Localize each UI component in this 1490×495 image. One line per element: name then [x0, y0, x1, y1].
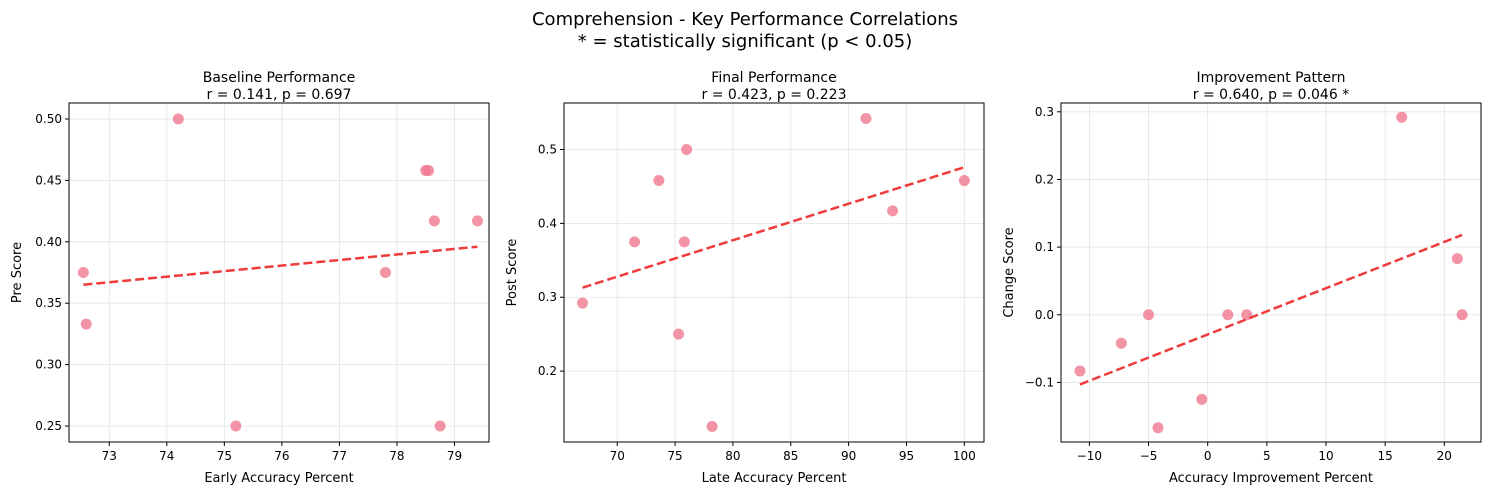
data-point: [379, 267, 391, 278]
y-tick-label: 0.40: [35, 235, 62, 249]
x-tick-label: 70: [610, 449, 625, 463]
x-tick-label: 85: [783, 449, 798, 463]
x-tick-label: 20: [1437, 449, 1452, 463]
data-point: [681, 144, 693, 156]
x-axis-label: Accuracy Improvement Percent: [1169, 471, 1373, 486]
x-tick-label: 95: [899, 449, 914, 463]
x-tick-label: 76: [274, 449, 289, 463]
data-point: [230, 420, 242, 432]
x-tick-label: 73: [102, 449, 117, 463]
y-axis-label: Change Score: [1002, 227, 1017, 317]
y-tick-label: 0.4: [538, 216, 557, 230]
panel-title: Baseline Performance: [203, 70, 356, 86]
x-tick-label: 78: [389, 449, 404, 463]
trend-line: [83, 245, 478, 287]
data-point: [653, 175, 665, 187]
y-tick-label: 0.3: [538, 290, 557, 304]
figure-title: Comprehension - Key Performance Correlat…: [532, 9, 958, 30]
panel-title: Final Performance: [711, 70, 836, 86]
x-tick-label: −5: [1140, 449, 1158, 463]
y-tick-label: 0.35: [35, 296, 62, 310]
data-point: [1396, 111, 1408, 123]
data-point: [434, 420, 446, 432]
data-point: [1451, 253, 1463, 265]
x-tick-label: 80: [725, 449, 740, 463]
data-point: [958, 175, 970, 187]
panels: 73 74 75 76 77 78 790.250.300.350.400.450.50Ba…: [10, 70, 1482, 486]
panel-stats: r = 0.141, p = 0.697: [207, 87, 352, 103]
y-axis-label: Pre Score: [10, 242, 25, 303]
data-point: [706, 420, 718, 432]
data-point: [887, 205, 899, 217]
data-point: [577, 297, 589, 309]
data-point: [172, 113, 184, 125]
y-tick-label: 0.45: [35, 173, 62, 187]
trend-line: [1079, 233, 1463, 386]
data-point: [1222, 309, 1234, 321]
x-tick-label: 74: [159, 449, 174, 463]
y-tick-label: 0.2: [538, 364, 557, 378]
x-tick-label: −10: [1077, 449, 1102, 463]
data-point: [1196, 393, 1208, 405]
y-axis-label: Post Score: [505, 239, 520, 307]
panel-stats: r = 0.423, p = 0.223: [702, 87, 847, 103]
x-tick-label: 5: [1263, 449, 1271, 463]
x-tick-label: 77: [332, 449, 347, 463]
x-tick-label: 75: [217, 449, 232, 463]
data-point: [673, 328, 685, 340]
data-point: [678, 236, 690, 248]
trend-line: [582, 166, 965, 289]
x-tick-label: 79: [447, 449, 462, 463]
y-tick-label: 0.0: [1035, 308, 1054, 322]
x-axis-label: Late Accuracy Percent: [702, 471, 847, 486]
x-tick-label: 15: [1378, 449, 1393, 463]
y-tick-label: 0.5: [538, 143, 557, 157]
data-point: [1143, 309, 1155, 321]
x-tick-label: 90: [841, 449, 856, 463]
data-point: [1074, 365, 1086, 377]
x-tick-label: 10: [1318, 449, 1333, 463]
x-tick-label: 75: [667, 449, 682, 463]
chart-panel-3: −10 −5 0 5 10 15 20 −0.1 0.0 0.1 0.2 0.3 Improvement…: [1002, 70, 1482, 486]
panel-title: Improvement Pattern: [1197, 70, 1346, 86]
y-tick-label: 0.1: [1035, 240, 1054, 254]
y-tick-label: 0.25: [35, 419, 62, 433]
y-tick-label: 0.50: [35, 112, 62, 126]
figure-subtitle: * = statistically significant (p < 0.05): [578, 31, 913, 52]
data-point: [860, 113, 872, 125]
data-point: [428, 215, 440, 227]
y-tick-label: 0.2: [1035, 172, 1054, 186]
panel-stats: r = 0.640, p = 0.046 *: [1193, 87, 1349, 103]
y-tick-label: 0.30: [35, 358, 62, 372]
x-tick-label: 100: [953, 449, 976, 463]
y-tick-label: −0.1: [1025, 375, 1054, 389]
data-point: [423, 165, 435, 177]
data-point: [1152, 422, 1164, 434]
x-axis-label: Early Accuracy Percent: [204, 471, 353, 486]
chart-panel-2: 70 75 80 85 90 95 100 0.2 0.3 0.4 0.5 Final Perform…: [505, 70, 985, 486]
data-point: [471, 215, 483, 227]
axes-frame: [563, 102, 985, 443]
data-point: [1456, 309, 1468, 321]
data-point: [629, 236, 641, 248]
data-point: [77, 267, 89, 278]
axes-frame: [1060, 102, 1482, 443]
data-point: [1115, 337, 1127, 349]
data-point: [80, 318, 92, 330]
axes-frame: [68, 102, 490, 443]
y-tick-label: 0.3: [1035, 105, 1054, 119]
chart-panel-1: 73 74 75 76 77 78 79 0.25 0.30 0.35 0.40 0.45 0.50 Ba…: [10, 70, 490, 486]
x-tick-label: 0: [1204, 449, 1212, 463]
